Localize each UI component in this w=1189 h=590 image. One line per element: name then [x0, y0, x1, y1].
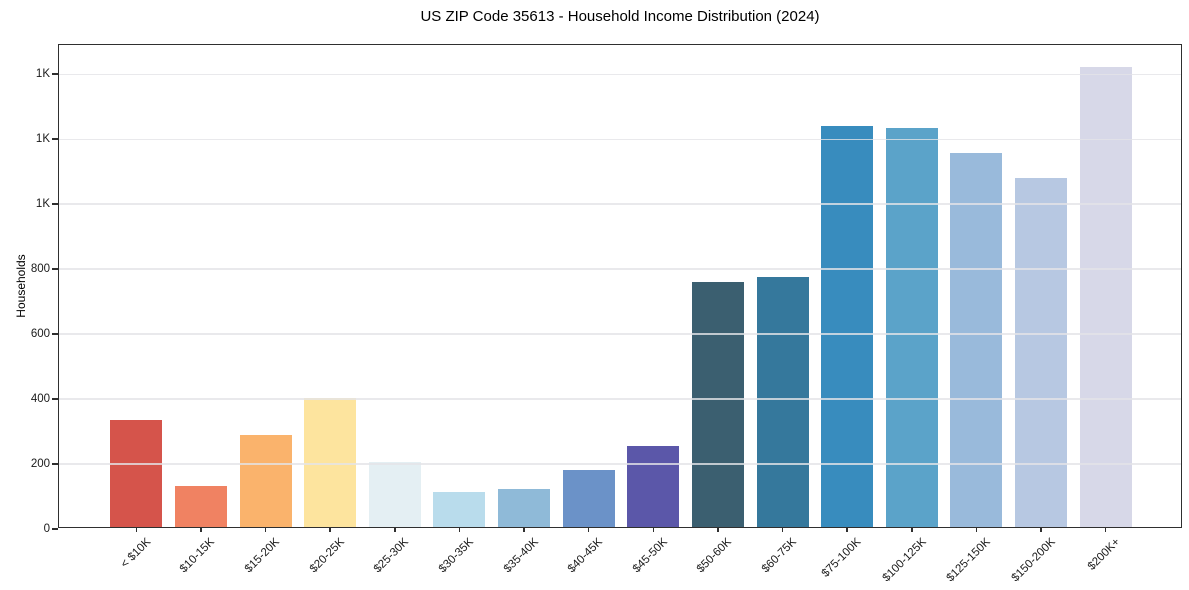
- bar-2530k: [368, 462, 421, 527]
- x-axis-tick: [846, 527, 848, 532]
- x-axis-tick: [1104, 527, 1107, 532]
- chart-title: US ZIP Code 35613 - Household Income Dis…: [420, 8, 820, 25]
- bar-3540k: [498, 489, 551, 527]
- y-tick-label: 0: [43, 523, 50, 535]
- y-tick-label: 800: [30, 263, 50, 276]
- x-axis-tick: [717, 527, 719, 532]
- x-tick-label: $150-200K: [1009, 536, 1058, 585]
- x-tick-label: $45-50K: [630, 536, 670, 576]
- bar-125150k: [950, 152, 1003, 527]
- bar-200k: [1079, 67, 1132, 527]
- gridline: [59, 268, 1181, 270]
- bar-1015k: [174, 486, 227, 527]
- bar-4045k: [562, 469, 615, 527]
- x-tick-label: $75-100K: [819, 536, 864, 580]
- x-tick-label: $25-30K: [372, 536, 412, 576]
- bar-100125k: [885, 128, 938, 527]
- y-tick-label: 600: [30, 328, 50, 341]
- y-axis-tick: [51, 203, 58, 205]
- y-axis-tick: [51, 463, 58, 465]
- x-tick-label: $60-75K: [759, 536, 800, 576]
- x-tick-label: $200K+: [1085, 536, 1123, 573]
- x-axis-tick: [329, 527, 331, 532]
- gridline: [59, 333, 1181, 335]
- y-tick-label: 1K: [35, 68, 50, 81]
- y-tick-label: 1K: [35, 133, 50, 146]
- x-axis-tick: [911, 527, 913, 532]
- bar-10k: [110, 419, 163, 527]
- gridline: [59, 138, 1181, 140]
- y-tick-label: 400: [30, 393, 50, 406]
- y-axis-tick: [51, 528, 58, 530]
- x-tick-label: $20-25K: [307, 536, 347, 576]
- x-axis-tick: [135, 527, 138, 532]
- gridline: [59, 73, 1181, 75]
- x-tick-label: $50-60K: [695, 536, 735, 576]
- x-axis-tick: [264, 527, 267, 532]
- x-tick-label: $40-45K: [565, 536, 606, 576]
- x-tick-label: $30-35K: [436, 536, 476, 576]
- x-tick-label: $35-40K: [501, 536, 541, 576]
- bar-5060k: [691, 282, 744, 527]
- bar-4550k: [627, 446, 680, 527]
- x-axis-tick: [652, 527, 655, 532]
- bar-1520k: [239, 435, 292, 527]
- y-tick-label: 1K: [35, 198, 50, 211]
- x-tick-label: $100-125K: [880, 536, 929, 585]
- gridline: [59, 203, 1181, 205]
- gridline: [59, 463, 1181, 465]
- x-tick-label: $10-15K: [178, 536, 218, 576]
- bar-75100k: [821, 125, 874, 527]
- x-axis-tick: [458, 527, 461, 532]
- x-axis-tick: [394, 527, 396, 532]
- y-axis-label: Households: [14, 254, 28, 318]
- bar-150200k: [1015, 177, 1068, 527]
- x-tick-label: $125-150K: [944, 536, 993, 585]
- y-axis-tick: [51, 333, 58, 335]
- x-axis-tick: [781, 527, 784, 532]
- x-tick-label: < $10K: [118, 536, 153, 571]
- x-axis-tick: [523, 527, 525, 532]
- y-tick-label: 200: [30, 458, 50, 471]
- plot-area: < $10K $10-15K $15-20K $20-25K $25-30K $30-35…: [31, 44, 1182, 584]
- x-axis-tick: [975, 527, 978, 532]
- x-axis-tick: [200, 527, 202, 532]
- gridline: [59, 398, 1181, 400]
- y-axis-tick: [51, 268, 58, 270]
- bar-2025k: [304, 398, 357, 527]
- x-axis-tick: [587, 527, 590, 532]
- bar-6075k: [756, 277, 809, 527]
- y-axis-tick: [51, 398, 58, 400]
- x-tick-label: $15-20K: [242, 536, 283, 576]
- x-axis-tick: [1040, 527, 1042, 532]
- y-axis-tick: [51, 138, 58, 140]
- bar-3035k: [433, 491, 486, 527]
- y-axis-tick: [51, 73, 58, 75]
